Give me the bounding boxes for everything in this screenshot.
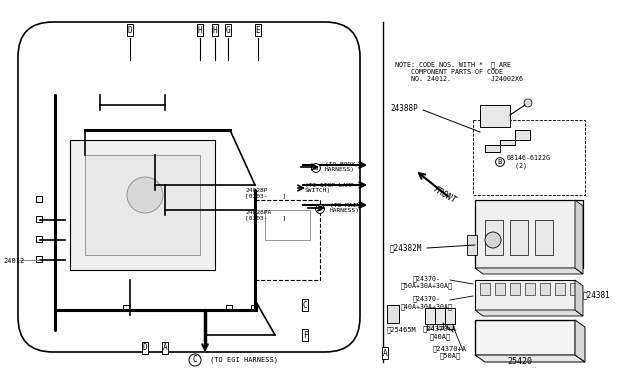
Bar	[535, 220, 553, 255]
Text: B: B	[498, 159, 502, 165]
Text: A: A	[383, 349, 387, 357]
Polygon shape	[475, 310, 583, 316]
Bar	[445, 308, 455, 324]
Bar	[387, 305, 399, 323]
Text: 08146-6122G
  (2): 08146-6122G (2)	[507, 155, 551, 169]
Text: (TO BODY
HARNESS): (TO BODY HARNESS)	[325, 161, 355, 172]
Text: E: E	[256, 26, 260, 35]
Bar	[437, 324, 443, 329]
Bar	[251, 305, 257, 311]
Text: G: G	[226, 26, 230, 35]
Bar	[510, 220, 528, 255]
Bar	[425, 308, 435, 324]
Text: C: C	[193, 356, 197, 365]
Text: 24028PA
[0303-    ]: 24028PA [0303- ]	[245, 209, 286, 220]
Polygon shape	[575, 320, 585, 362]
Bar	[226, 305, 232, 311]
Polygon shape	[575, 200, 583, 274]
Text: NOTE: CODE NOS. WITH *  ※ ARE
    COMPONENT PARTS OF CODE
    NO. 24012.        : NOTE: CODE NOS. WITH * ※ ARE COMPONENT P…	[395, 62, 523, 82]
Circle shape	[485, 232, 501, 248]
Text: F: F	[303, 330, 307, 340]
Bar	[473, 120, 585, 195]
Text: 24388P: 24388P	[390, 103, 418, 112]
Text: b: b	[318, 206, 322, 212]
Text: ※24370-
（40A+30A+30A）: ※24370- （40A+30A+30A）	[401, 296, 453, 310]
Bar	[435, 308, 445, 324]
Bar	[467, 235, 477, 255]
Bar	[570, 283, 580, 295]
Bar	[475, 280, 575, 310]
Text: a: a	[314, 165, 318, 171]
Bar	[36, 256, 42, 262]
Bar	[495, 283, 505, 295]
Text: D: D	[128, 26, 132, 35]
Polygon shape	[485, 130, 530, 152]
Polygon shape	[575, 280, 583, 316]
Bar	[255, 200, 320, 280]
Bar	[427, 324, 433, 329]
Text: (TO EGI HARNESS): (TO EGI HARNESS)	[210, 357, 278, 363]
Bar	[70, 140, 215, 270]
Text: ※24370+A
（40A）: ※24370+A （40A）	[423, 326, 457, 340]
Polygon shape	[475, 355, 585, 362]
Text: 24028P
[0303-    ]: 24028P [0303- ]	[245, 187, 286, 198]
Bar	[480, 283, 490, 295]
Text: D: D	[143, 343, 147, 353]
Text: (TO MAIN
HARNESS): (TO MAIN HARNESS)	[330, 203, 360, 214]
Bar	[123, 305, 129, 311]
Bar	[36, 236, 42, 242]
Text: 24012: 24012	[3, 258, 24, 264]
Polygon shape	[475, 268, 583, 274]
Circle shape	[524, 99, 532, 107]
Bar	[36, 196, 42, 202]
Text: C: C	[303, 301, 307, 310]
Circle shape	[127, 177, 163, 213]
Bar	[36, 216, 42, 222]
Bar	[447, 324, 453, 329]
Bar	[555, 283, 565, 295]
Text: (TO STOP LAMP
SWITCH): (TO STOP LAMP SWITCH)	[305, 183, 354, 193]
Bar	[475, 320, 575, 355]
Bar	[540, 283, 550, 295]
Text: ※24370+A
（50A）: ※24370+A （50A）	[433, 345, 467, 359]
Text: A: A	[163, 343, 167, 353]
Text: H: H	[212, 26, 218, 35]
Text: ※24382M: ※24382M	[390, 244, 422, 253]
Bar	[510, 283, 520, 295]
Bar	[475, 200, 583, 268]
Bar	[85, 155, 200, 255]
Text: 25420: 25420	[508, 357, 532, 366]
Bar	[265, 210, 310, 240]
Bar	[525, 283, 535, 295]
Bar	[485, 220, 503, 255]
Text: ※25465M: ※25465M	[387, 327, 417, 333]
Text: ※24381: ※24381	[583, 291, 611, 299]
Text: H: H	[198, 26, 202, 35]
Bar	[480, 105, 510, 127]
Text: FRONT: FRONT	[432, 185, 458, 205]
Text: ※24370-
（50A+30A+30A）: ※24370- （50A+30A+30A）	[401, 275, 453, 289]
